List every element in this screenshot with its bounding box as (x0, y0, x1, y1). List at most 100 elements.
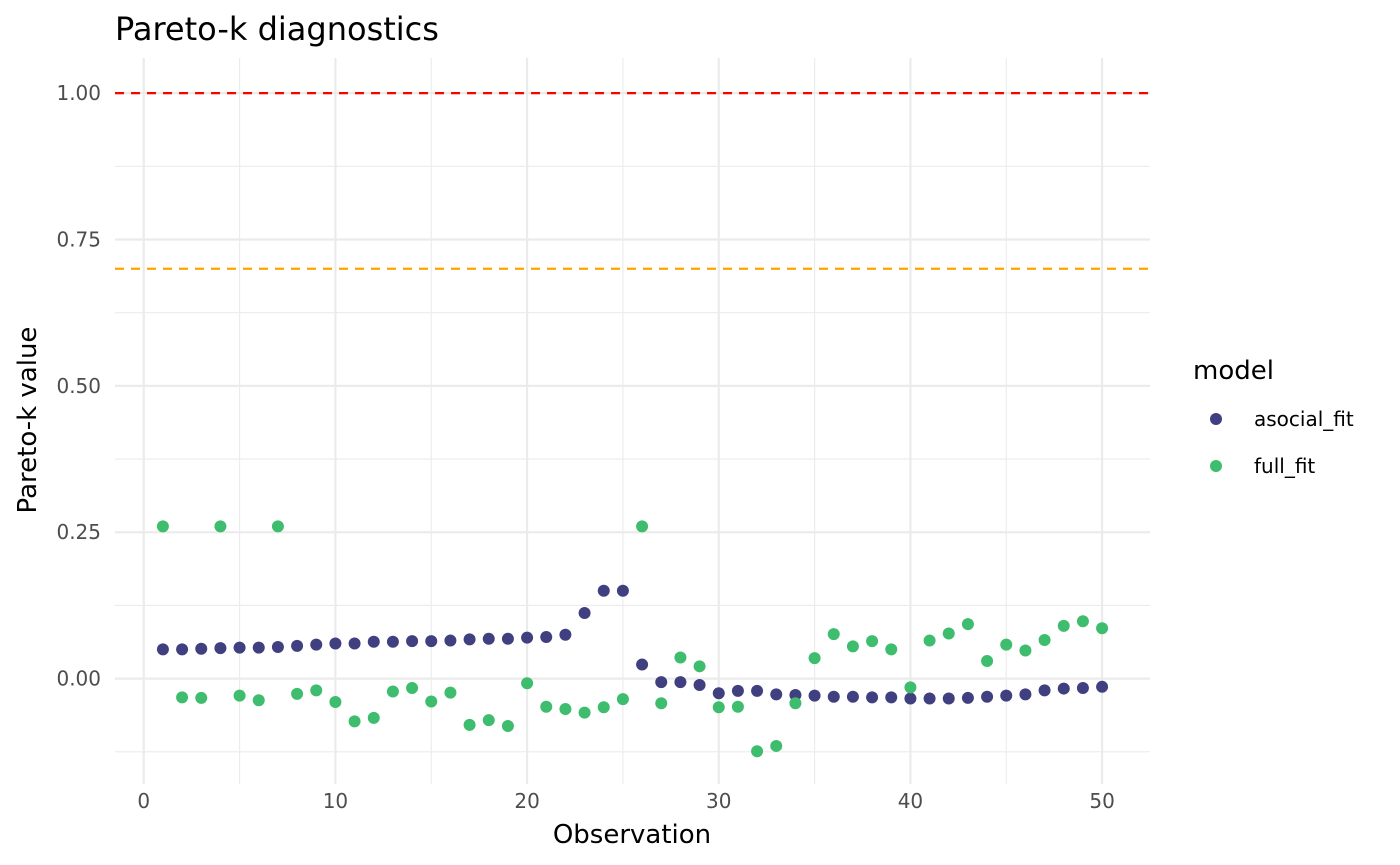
y-tick-label: 0.00 (56, 667, 101, 691)
y-axis-title: Pareto-k value (13, 327, 43, 514)
data-point-full-fit (942, 627, 955, 640)
data-point-full-fit (751, 745, 764, 758)
data-point-asocial-fit (463, 633, 476, 646)
data-point-asocial-fit (846, 690, 859, 703)
data-point-full-fit (578, 706, 591, 719)
data-point-full-fit (731, 700, 744, 713)
y-tick-label: 0.75 (56, 228, 101, 252)
data-point-full-fit (770, 739, 783, 752)
data-point-full-fit (291, 687, 304, 700)
data-point-asocial-fit (176, 643, 189, 656)
x-tick-label: 30 (706, 789, 731, 813)
data-point-full-fit (693, 660, 706, 673)
data-point-asocial-fit (425, 635, 438, 648)
data-point-asocial-fit (521, 631, 534, 644)
x-tick-label: 50 (1089, 789, 1114, 813)
data-point-full-fit (1057, 619, 1070, 632)
legend: model asocial_fit full_fit (1193, 356, 1354, 478)
data-point-asocial-fit (310, 638, 323, 651)
data-point-full-fit (1038, 633, 1051, 646)
data-point-full-fit (559, 703, 572, 716)
data-points (156, 520, 1109, 758)
legend-label: full_fit (1254, 454, 1315, 478)
data-point-asocial-fit (156, 643, 169, 656)
data-point-full-fit (406, 681, 419, 694)
data-point-full-fit (789, 697, 802, 710)
grid (115, 58, 1150, 784)
data-point-full-fit (827, 628, 840, 641)
data-point-asocial-fit (616, 584, 629, 597)
data-point-full-fit (463, 718, 476, 731)
data-point-asocial-fit (597, 584, 610, 597)
data-point-asocial-fit (636, 658, 649, 671)
data-point-full-fit (636, 520, 649, 533)
data-point-asocial-fit (252, 641, 265, 654)
legend-label: asocial_fit (1254, 407, 1354, 431)
data-point-full-fit (310, 684, 323, 697)
data-point-asocial-fit (214, 642, 227, 655)
data-point-asocial-fit (1000, 689, 1013, 702)
y-tick-label: 0.25 (56, 520, 101, 544)
data-point-asocial-fit (1038, 684, 1051, 697)
data-point-asocial-fit (712, 687, 725, 700)
data-point-full-fit (195, 691, 208, 704)
data-point-full-fit (252, 694, 265, 707)
data-point-asocial-fit (904, 692, 917, 705)
data-point-full-fit (885, 643, 898, 656)
data-point-asocial-fit (233, 641, 246, 654)
data-point-asocial-fit (195, 642, 208, 655)
chart-title: Pareto-k diagnostics (115, 10, 439, 48)
data-point-asocial-fit (693, 679, 706, 692)
data-point-full-fit (674, 651, 687, 664)
data-point-full-fit (655, 697, 668, 710)
data-point-full-fit (425, 695, 438, 708)
tick-labels: 0 10 20 30 40 50 0.00 0.25 0.50 0.75 1.00 (56, 81, 1114, 813)
x-tick-label: 20 (514, 789, 539, 813)
data-point-full-fit (444, 686, 457, 699)
data-point-full-fit (348, 715, 361, 728)
data-point-asocial-fit (386, 635, 399, 648)
data-point-full-fit (981, 655, 994, 668)
data-point-asocial-fit (348, 637, 361, 650)
data-point-full-fit (214, 520, 227, 533)
data-point-asocial-fit (329, 637, 342, 650)
data-point-asocial-fit (942, 692, 955, 705)
data-point-full-fit (540, 700, 553, 713)
data-point-asocial-fit (406, 635, 419, 648)
data-point-full-fit (923, 634, 936, 647)
data-point-asocial-fit (578, 607, 591, 620)
data-point-asocial-fit (1057, 682, 1070, 695)
data-point-asocial-fit (1019, 688, 1032, 701)
x-axis-title: Observation (553, 820, 711, 850)
data-point-full-fit (367, 711, 380, 724)
data-point-full-fit (1000, 638, 1013, 651)
data-point-asocial-fit (540, 631, 553, 644)
data-point-full-fit (904, 681, 917, 694)
x-tick-label: 40 (898, 789, 923, 813)
data-point-full-fit (846, 640, 859, 653)
data-point-full-fit (1076, 615, 1089, 628)
legend-items: asocial_fit full_fit (1210, 407, 1354, 478)
data-point-asocial-fit (1096, 680, 1109, 693)
data-point-asocial-fit (789, 689, 802, 702)
data-point-full-fit (329, 696, 342, 709)
data-point-full-fit (521, 677, 534, 690)
data-point-asocial-fit (444, 634, 457, 647)
data-point-full-fit (616, 693, 629, 706)
data-point-full-fit (597, 701, 610, 714)
data-point-full-fit (176, 691, 189, 704)
data-point-asocial-fit (1076, 681, 1089, 694)
data-point-asocial-fit (559, 628, 572, 641)
data-point-full-fit (712, 701, 725, 714)
data-point-full-fit (961, 618, 974, 631)
y-tick-label: 1.00 (56, 81, 101, 105)
legend-title: model (1193, 356, 1274, 386)
data-point-asocial-fit (923, 692, 936, 705)
data-point-asocial-fit (271, 640, 284, 653)
reference-lines (115, 92, 1150, 270)
data-point-full-fit (386, 685, 399, 698)
legend-key-full-fit (1210, 460, 1222, 472)
data-point-asocial-fit (866, 691, 879, 704)
data-point-full-fit (233, 689, 246, 702)
